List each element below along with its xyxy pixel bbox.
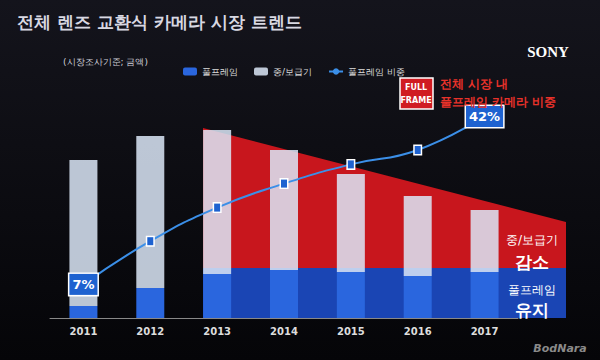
svg-text:2011: 2011 [70,326,98,337]
svg-text:2017: 2017 [471,326,499,337]
svg-text:2012: 2012 [136,326,164,337]
svg-text:SONY: SONY [527,44,569,60]
svg-text:2014: 2014 [270,326,298,337]
svg-text:FULL: FULL [405,83,427,92]
svg-text:풀프레임: 풀프레임 [202,67,238,77]
svg-text:7%: 7% [72,277,94,292]
svg-text:유지: 유지 [515,300,549,320]
svg-text:2015: 2015 [337,326,365,337]
svg-text:풀프레임 비중: 풀프레임 비중 [348,67,405,77]
svg-text:전체 시장 내: 전체 시장 내 [440,77,508,91]
svg-text:감소: 감소 [515,252,549,272]
svg-text:FRAME: FRAME [400,96,431,105]
svg-text:(시장조사기준; 금액): (시장조사기준; 금액) [63,57,148,67]
svg-text:풀프레임: 풀프레임 [508,283,556,297]
svg-text:2013: 2013 [203,326,231,337]
svg-text:42%: 42% [469,109,500,124]
svg-text:전체 렌즈 교환식 카메라 시장 트렌드: 전체 렌즈 교환식 카메라 시장 트렌드 [17,12,302,32]
svg-text:2016: 2016 [404,326,432,337]
svg-text:중/보급기: 중/보급기 [506,233,558,247]
svg-text:BodNara: BodNara [533,342,586,355]
svg-text:중/보급기: 중/보급기 [273,67,312,77]
svg-text:풀프레임 카메라 비중: 풀프레임 카메라 비중 [440,95,556,109]
